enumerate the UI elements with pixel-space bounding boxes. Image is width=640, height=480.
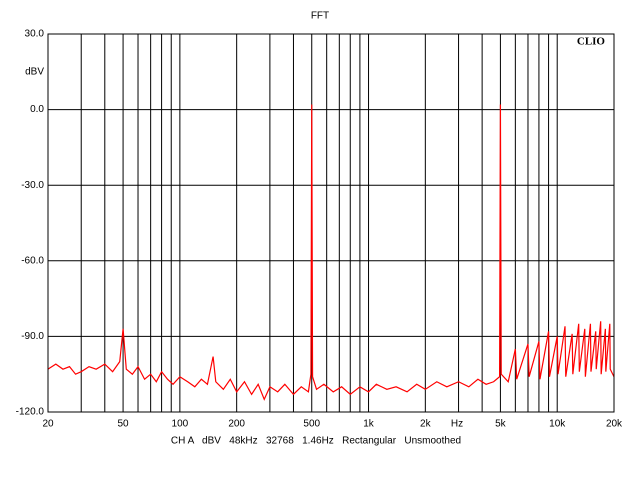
footer: CH A dBV 48kHz 32768 1.46Hz Rectangular … (171, 436, 461, 447)
chart-title: FFT (311, 11, 329, 22)
spectrum-line (47, 104, 615, 401)
y-tick-label: -60.0 (21, 255, 44, 266)
y-tick-label: -90.0 (21, 331, 44, 342)
y-tick-label: 0.0 (30, 104, 44, 115)
x-tick-label: 50 (118, 419, 130, 430)
x-tick-label: 2k (420, 419, 432, 430)
x-tick-label: 500 (303, 419, 320, 430)
y-axis-label: dBV (25, 67, 44, 78)
brand: CLIO (577, 36, 606, 48)
x-tick-label: 200 (228, 419, 245, 430)
x-tick-label: 10k (549, 419, 566, 430)
y-tick-label: 30.0 (25, 29, 45, 40)
x-tick-label: 20 (42, 419, 54, 430)
x-tick-label: 5k (495, 419, 507, 430)
x-tick-label: 20k (606, 419, 623, 430)
x-axis-label: Hz (451, 419, 463, 430)
x-tick-label: 100 (172, 419, 189, 430)
y-tick-label: -30.0 (21, 180, 44, 191)
plot-frame (47, 33, 615, 413)
plot (47, 104, 615, 401)
y-tick-label: -120.0 (16, 407, 45, 418)
x-tick-label: 1k (363, 419, 375, 430)
